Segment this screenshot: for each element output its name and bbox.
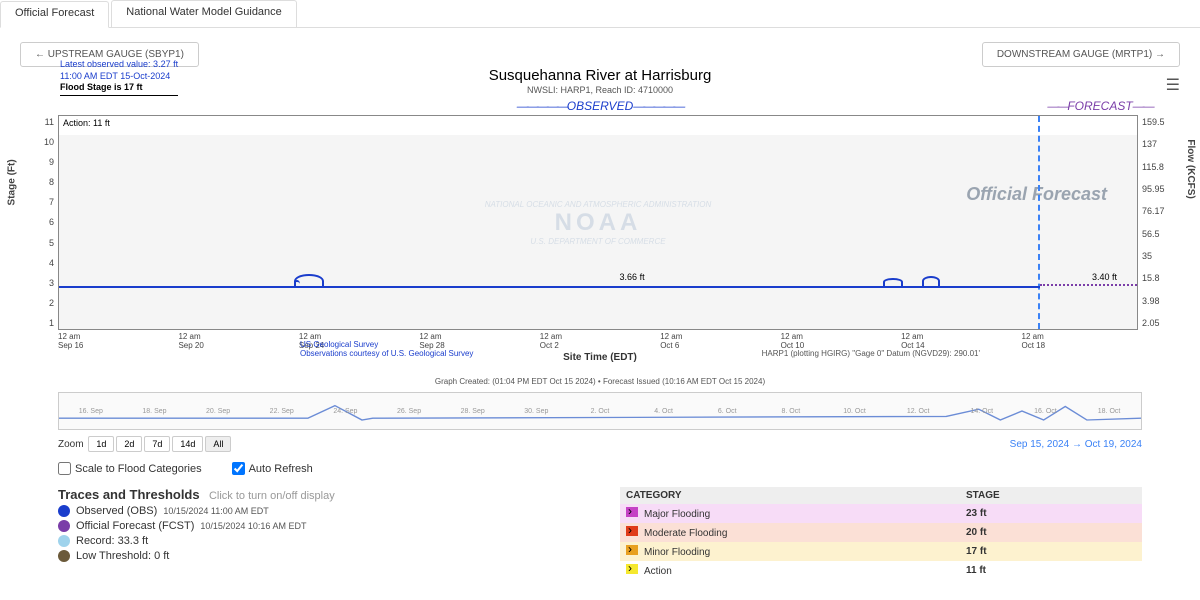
zoom-range[interactable]: Sep 15, 2024 → Oct 19, 2024 <box>1010 439 1142 450</box>
tab-nwm[interactable]: National Water Model Guidance <box>111 0 297 27</box>
observed-section-label: OBSERVED <box>160 99 1040 113</box>
tab-official[interactable]: Official Forecast <box>0 1 109 28</box>
zoom-1d[interactable]: 1d <box>88 436 114 452</box>
page-title: Susquehanna River at Harrisburg <box>20 67 1180 84</box>
scale-checkbox[interactable]: Scale to Flood Categories <box>58 462 202 475</box>
datum-note: HARP1 (plotting HGIRG) "Gage 0" Datum (N… <box>762 349 980 358</box>
navigator-strip[interactable]: 16. Sep18. Sep20. Sep22. Sep24. Sep26. S… <box>58 392 1142 430</box>
category-table: CATEGORYSTAGE Major Flooding23 ftModerat… <box>620 487 1142 580</box>
usgs-credit: US Geological Survey Observations courte… <box>300 340 473 358</box>
chart-plot[interactable]: Action: 11 ft NATIONAL OCEANIC AND ATMOS… <box>58 115 1138 330</box>
forecast-section-label: FORECAST <box>1040 99 1160 113</box>
menu-icon[interactable]: ☰ <box>1166 75 1180 95</box>
traces-hint: Click to turn on/off display <box>209 490 335 502</box>
x-axis: 12 amSep 1612 amSep 2012 amSep 2412 amSe… <box>20 330 1180 350</box>
trace-item[interactable]: Low Threshold: 0 ft <box>58 550 580 562</box>
zoom-All[interactable]: All <box>205 436 231 452</box>
downstream-gauge-button[interactable]: DOWNSTREAM GAUGE (MRTP1) → <box>982 42 1180 67</box>
observed-trace <box>59 286 1040 288</box>
zoom-label: Zoom <box>58 439 84 450</box>
info-strip: Latest observed value: 3.27 ft 11:00 AM … <box>60 59 178 96</box>
traces-panel: Traces and Thresholds Click to turn on/o… <box>58 487 580 580</box>
category-row: Action11 ft <box>620 561 1142 580</box>
forecast-trace <box>1040 284 1137 286</box>
action-band: Action: 11 ft <box>59 116 1137 135</box>
trace-item[interactable]: Observed (OBS) 10/15/2024 11:00 AM EDT <box>58 505 580 517</box>
forecast-watermark: Official Forecast <box>966 184 1107 205</box>
category-row: Moderate Flooding20 ft <box>620 523 1142 542</box>
left-axis-label: Stage (Ft) <box>7 159 18 205</box>
now-divider <box>1038 116 1040 329</box>
zoom-7d[interactable]: 7d <box>144 436 170 452</box>
zoom-14d[interactable]: 14d <box>172 436 203 452</box>
auto-refresh-checkbox[interactable]: Auto Refresh <box>232 462 313 475</box>
trace-item[interactable]: Official Forecast (FCST) 10/15/2024 10:1… <box>58 520 580 532</box>
category-row: Major Flooding23 ft <box>620 504 1142 523</box>
downstream-label: DOWNSTREAM GAUGE (MRTP1) <box>997 49 1152 60</box>
navigator-dates: 16. Sep18. Sep20. Sep22. Sep24. Sep26. S… <box>59 393 1141 429</box>
zoom-2d[interactable]: 2d <box>116 436 142 452</box>
traces-title: Traces and Thresholds <box>58 487 200 502</box>
left-y-axis: Stage (Ft) 1110987654321 <box>20 115 58 330</box>
noaa-watermark: NATIONAL OCEANIC AND ATMOSPHERIC ADMINIS… <box>485 200 712 246</box>
right-y-axis: Flow (KCFS) 159.5137115.895.9576.1756.53… <box>1138 115 1180 330</box>
trace-item[interactable]: Record: 33.3 ft <box>58 535 580 547</box>
category-row: Minor Flooding17 ft <box>620 542 1142 561</box>
graph-note: Graph Created: (01:04 PM EDT Oct 15 2024… <box>20 377 1180 386</box>
latest-value: Latest observed value: 3.27 ft <box>60 59 178 71</box>
page-subtitle: NWSLI: HARP1, Reach ID: 4710000 <box>20 85 1180 95</box>
peak-label-fcst: 3.40 ft <box>1092 272 1117 282</box>
zoom-controls: Zoom 1d2d7d14dAll <box>58 436 231 452</box>
right-axis-label: Flow (KCFS) <box>1185 139 1196 198</box>
flood-stage: Flood Stage is 17 ft <box>60 82 178 96</box>
x-axis-title: Site Time (EDT) <box>20 352 1180 363</box>
peak-label-obs: 3.66 ft <box>620 272 645 282</box>
latest-time: 11:00 AM EDT 15-Oct-2024 <box>60 71 178 83</box>
